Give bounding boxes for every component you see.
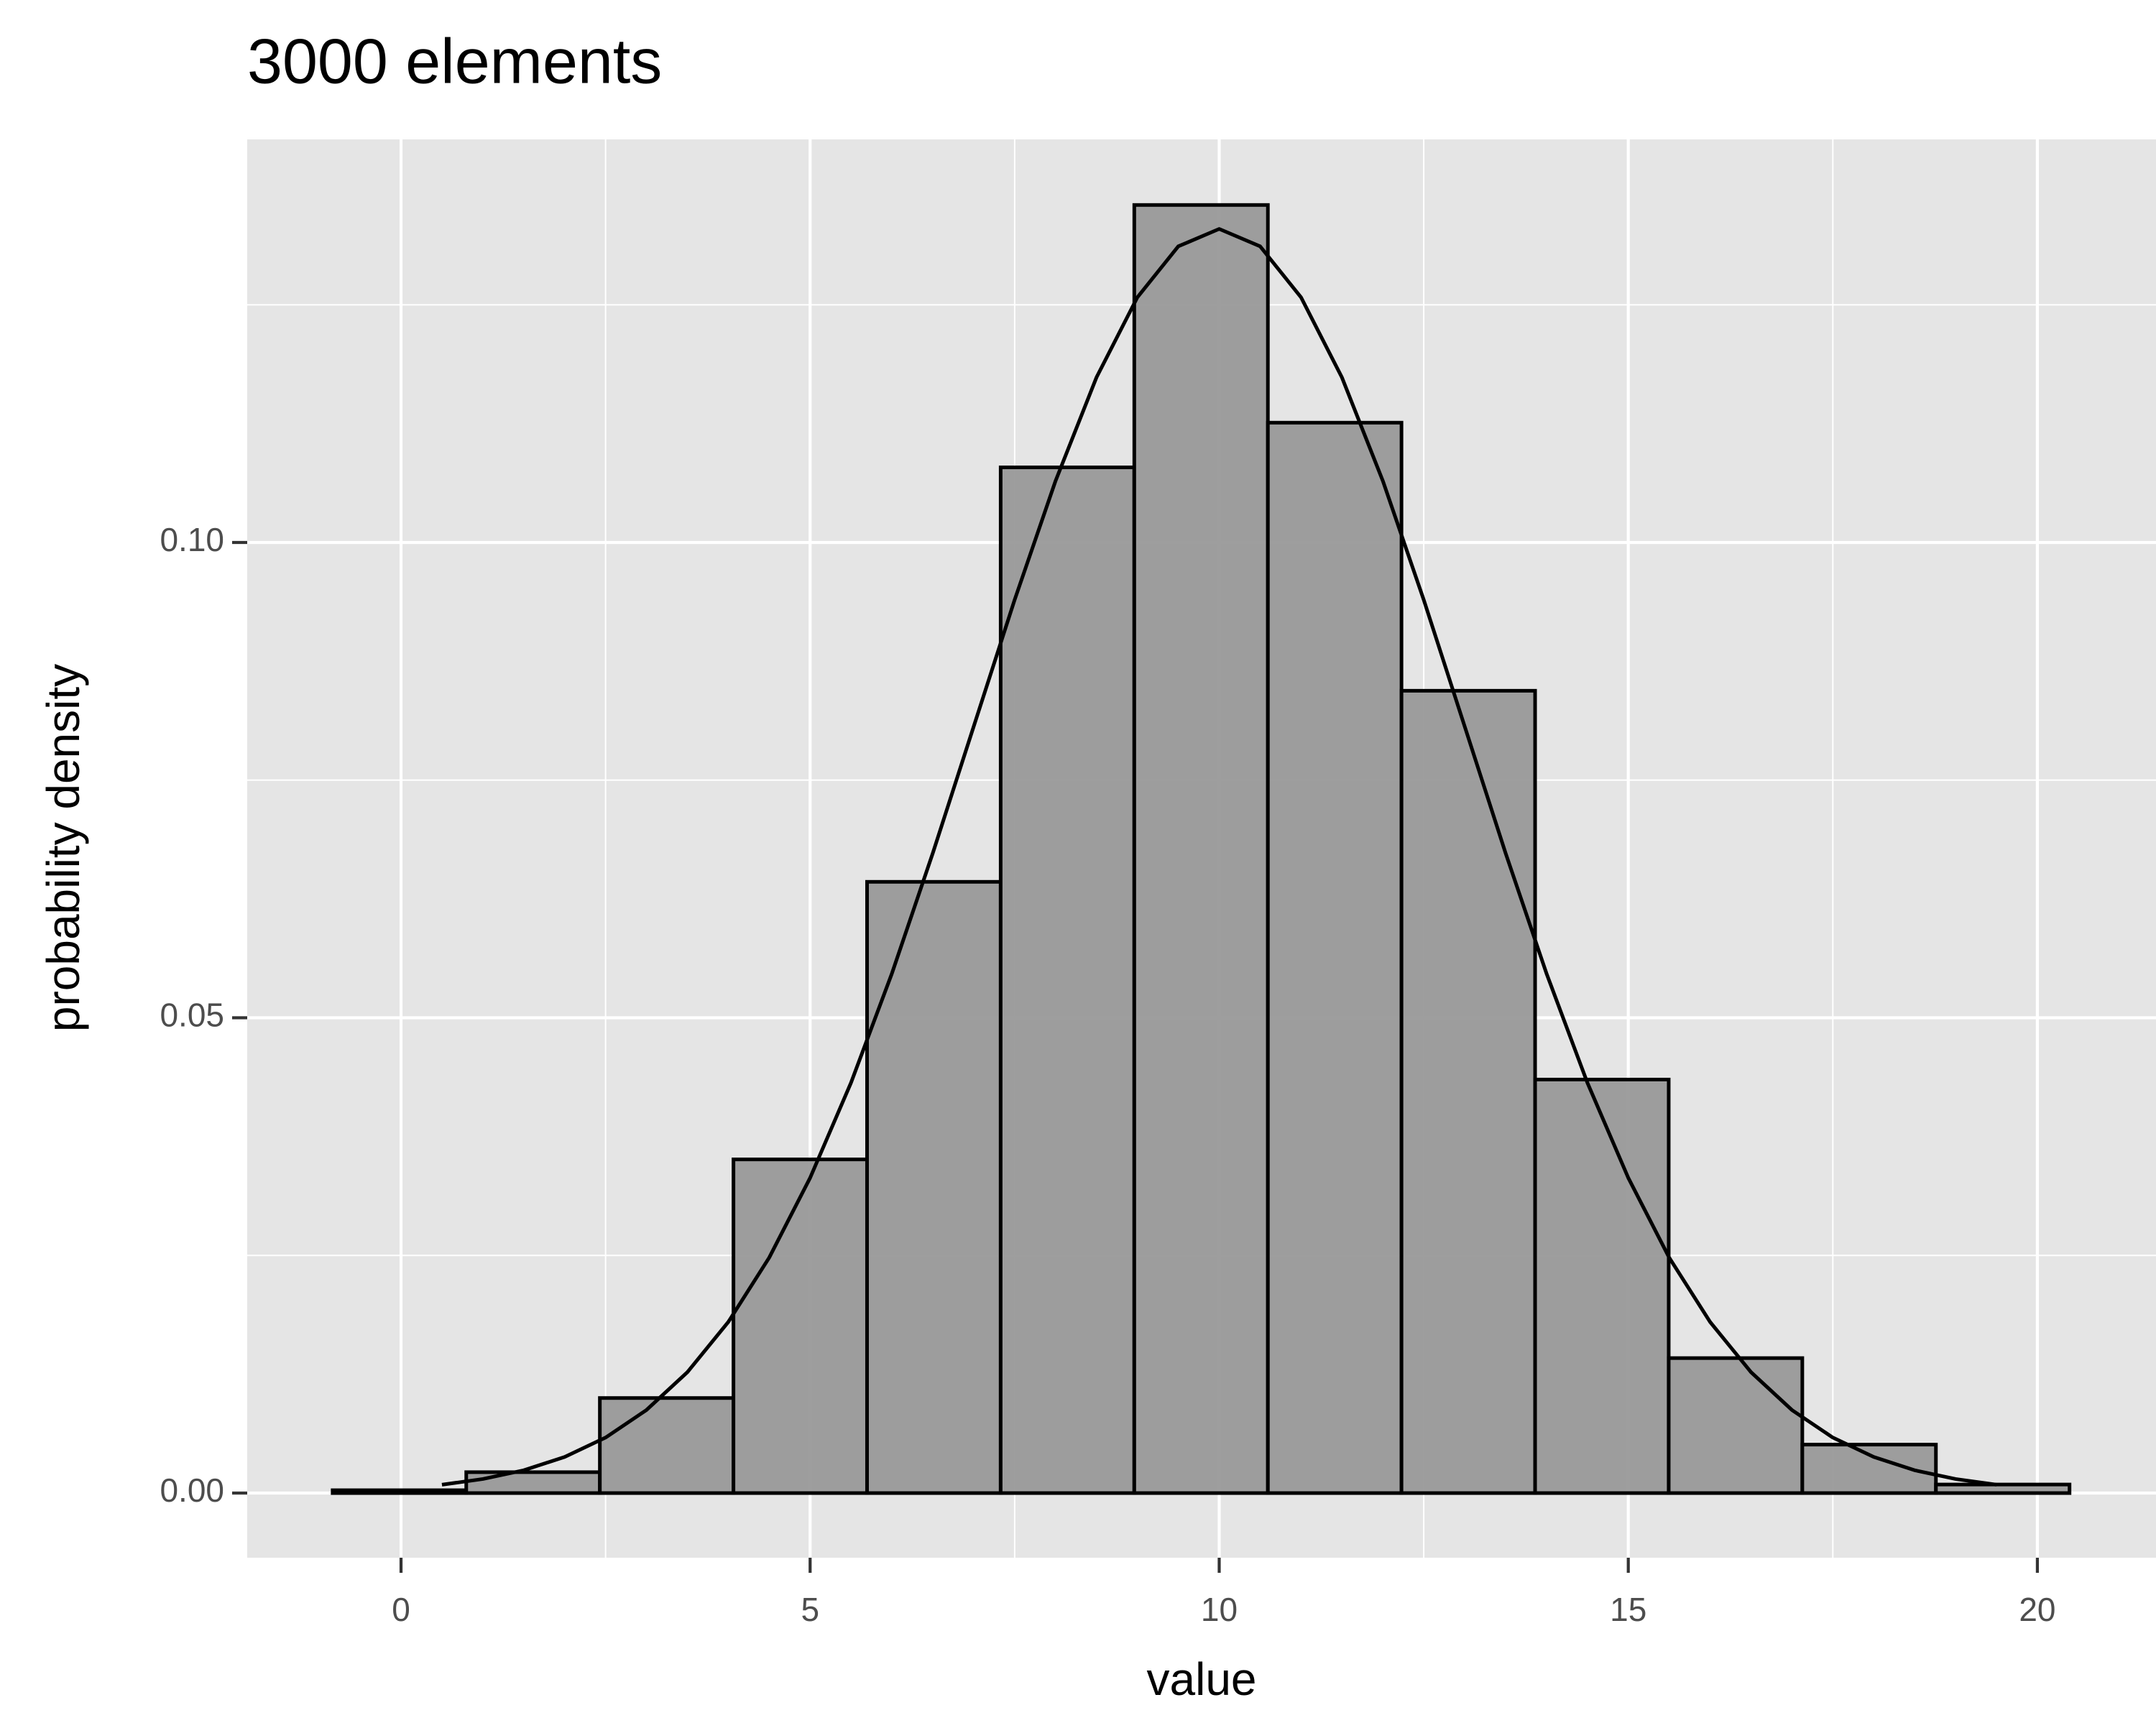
x-tick-label: 20 [2019,1591,2055,1628]
histogram-bar [865,879,1003,1495]
y-tick-label: 0.00 [160,1471,224,1509]
histogram-bar [1266,420,1404,1495]
histogram-bar [732,1158,869,1495]
density-curve [441,227,1997,1487]
histogram-bar [1667,1356,1805,1495]
x-tick-label: 5 [801,1591,819,1628]
chart-title: 3000 elements [247,25,662,96]
x-tick-label: 10 [1201,1591,1238,1628]
histogram-bar [464,1470,602,1495]
histogram-bar [331,1488,469,1495]
histogram-bar [1533,1078,1671,1495]
x-axis-title: value [1147,1653,1257,1705]
x-tick-label: 0 [392,1591,410,1628]
y-axis-title: probability density [37,664,89,1032]
y-tick-label: 0.10 [160,521,224,558]
histogram-bar [998,465,1136,1495]
histogram-bar [1132,203,1270,1495]
histogram-bar [1934,1482,2072,1495]
y-tick-label: 0.05 [160,997,224,1034]
histogram-bar [598,1396,736,1495]
x-tick-label: 15 [1610,1591,1646,1628]
histogram-bar [1399,688,1537,1495]
